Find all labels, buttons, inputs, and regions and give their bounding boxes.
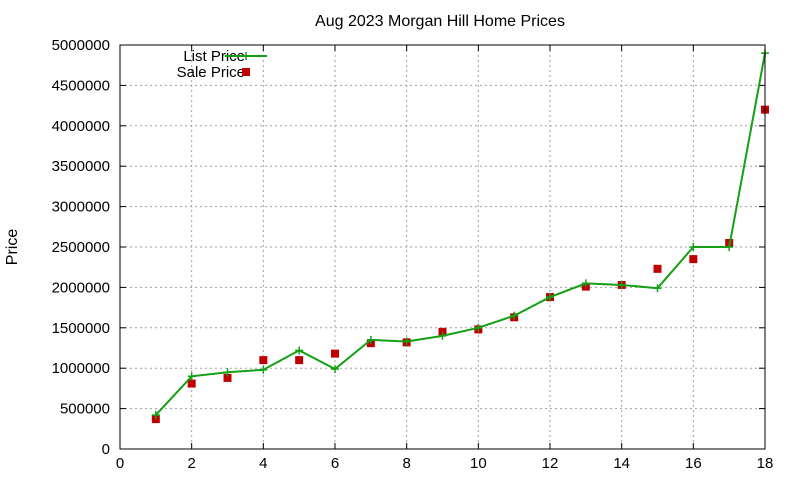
legend-label: List Price [183,48,245,65]
plot-frame [119,44,766,450]
list-price-point [187,372,196,381]
y-tick-label: 3000000 [52,199,110,216]
sale-price-point [331,349,339,358]
list-price-line [155,52,766,416]
axis-ticks: 0 500000 1000000 1500000 2000000 2500000 30000… [52,37,774,472]
list-price-point [581,279,590,288]
x-tick-label: 10 [470,455,487,472]
sale-price-point [259,356,268,365]
x-tick-label: 14 [613,455,630,472]
y-tick-label: 5000000 [52,37,110,54]
list-price-point [617,280,626,289]
x-tick-label: 18 [757,455,774,472]
y-axis-label: Price [4,229,21,266]
y-tick-label: 500000 [60,401,110,418]
x-tick-label: 6 [331,455,339,472]
y-tick-label: 4500000 [52,77,110,94]
x-tick-label: 2 [187,455,195,472]
list-price-point [151,411,160,420]
y-tick-label: 1000000 [52,360,110,377]
sale-price-point [295,356,304,365]
list-price-point [653,284,662,293]
sale-price-point [151,415,160,424]
x-tick-label: 12 [542,455,559,472]
chart-title: Aug 2023 Morgan Hill Home Prices [315,13,565,30]
y-tick-label: 1500000 [52,320,110,337]
x-tick-label: 0 [116,455,124,472]
x-tick-label: 4 [259,455,267,472]
sale-price-point [438,327,447,336]
list-price-point [510,311,519,320]
grid [120,45,765,449]
legend-square-swatch [242,68,250,76]
series-layer [151,49,769,424]
list-price-point [402,337,411,346]
list-price-point [223,368,232,377]
x-tick-label: 16 [685,455,702,472]
list-price-point [438,331,447,340]
list-price-point [295,346,304,355]
sale-price-point [187,379,196,388]
y-tick-label: 0 [102,441,110,458]
y-tick-label: 3500000 [52,158,110,175]
legend-entry-sale-price: Sale Price [177,64,250,81]
sale-price-point [653,264,662,273]
y-tick-label: 2500000 [52,239,110,256]
y-tick-label: 2000000 [52,279,110,296]
legend-label: Sale Price [177,64,245,81]
list-price-point [474,323,483,332]
sale-price-point [689,255,698,264]
list-price-point [366,335,375,344]
sale-price-point [223,373,232,382]
list-price-point [546,293,554,302]
legend-entry-list-price: List Price [183,48,267,65]
y-tick-label: 4000000 [52,118,110,135]
list-price-point [331,365,339,374]
x-tick-label: 8 [402,455,410,472]
list-price-point [689,243,698,251]
list-price-point [259,365,268,374]
list-price-point [725,243,734,251]
